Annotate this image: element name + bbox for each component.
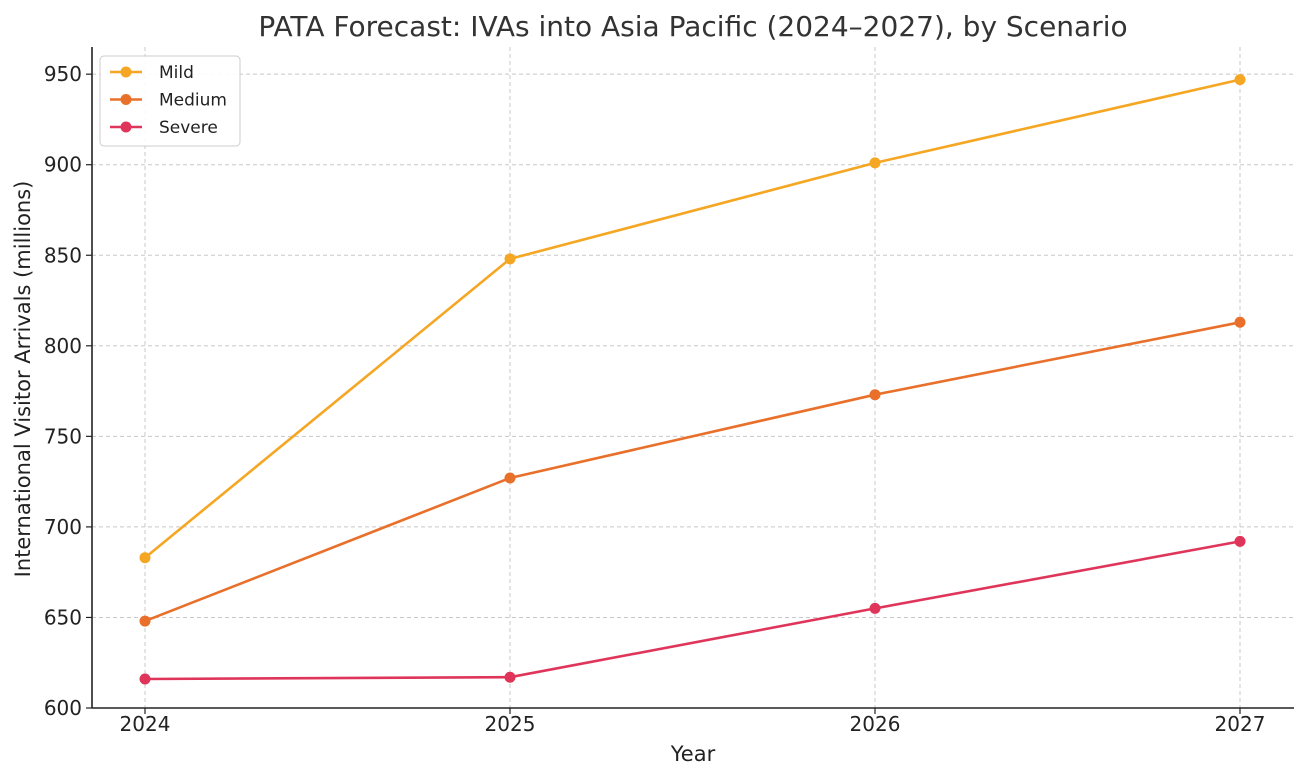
y-axis-label: International Visitor Arrivals (millions…	[11, 181, 35, 578]
data-point-medium	[1234, 316, 1246, 328]
y-tick-label: 700	[44, 515, 82, 539]
y-tick-label: 600	[44, 696, 82, 720]
data-point-severe	[504, 671, 516, 683]
legend-label-mild: Mild	[159, 63, 194, 83]
y-tick-label: 850	[44, 243, 82, 267]
data-point-mild	[1234, 74, 1246, 86]
x-tick-label: 2026	[850, 712, 901, 736]
y-tick-label: 650	[44, 605, 82, 629]
series-line-severe	[143, 540, 1242, 681]
x-axis-ticks: 2024 2025 2026 2027	[120, 708, 1266, 736]
legend-label-medium: Medium	[159, 91, 227, 111]
data-point-medium	[504, 472, 516, 484]
y-tick-label: 800	[44, 334, 82, 358]
y-tick-label: 750	[44, 424, 82, 448]
legend-marker-severe	[120, 121, 132, 133]
data-point-severe	[139, 673, 151, 685]
y-axis-ticks: 600 650 700 750 800 850 900 950	[44, 62, 92, 720]
x-tick-label: 2027	[1215, 712, 1266, 736]
data-point-mild	[139, 552, 151, 564]
legend-box	[99, 55, 241, 147]
x-tick-label: 2025	[485, 712, 536, 736]
series-line-mild	[143, 78, 1242, 560]
data-point-severe	[869, 602, 881, 614]
axes	[91, 47, 1294, 709]
data-point-medium	[139, 615, 151, 627]
grid-lines	[92, 47, 1294, 708]
legend: Mild Medium Severe	[99, 55, 241, 147]
series-group	[139, 74, 1246, 685]
data-point-medium	[869, 389, 881, 401]
series-line-medium	[143, 320, 1242, 623]
data-point-severe	[1234, 535, 1246, 547]
y-tick-label: 950	[44, 62, 82, 86]
chart-title: PATA Forecast: IVAs into Asia Pacific (2…	[258, 10, 1127, 43]
legend-marker-mild	[120, 66, 132, 78]
legend-label-severe: Severe	[159, 118, 218, 138]
data-point-mild	[869, 157, 881, 169]
x-axis-label: Year	[670, 742, 716, 766]
x-tick-label: 2024	[120, 712, 171, 736]
y-tick-label: 900	[44, 153, 82, 177]
legend-marker-medium	[120, 94, 132, 105]
data-point-mild	[504, 253, 516, 265]
